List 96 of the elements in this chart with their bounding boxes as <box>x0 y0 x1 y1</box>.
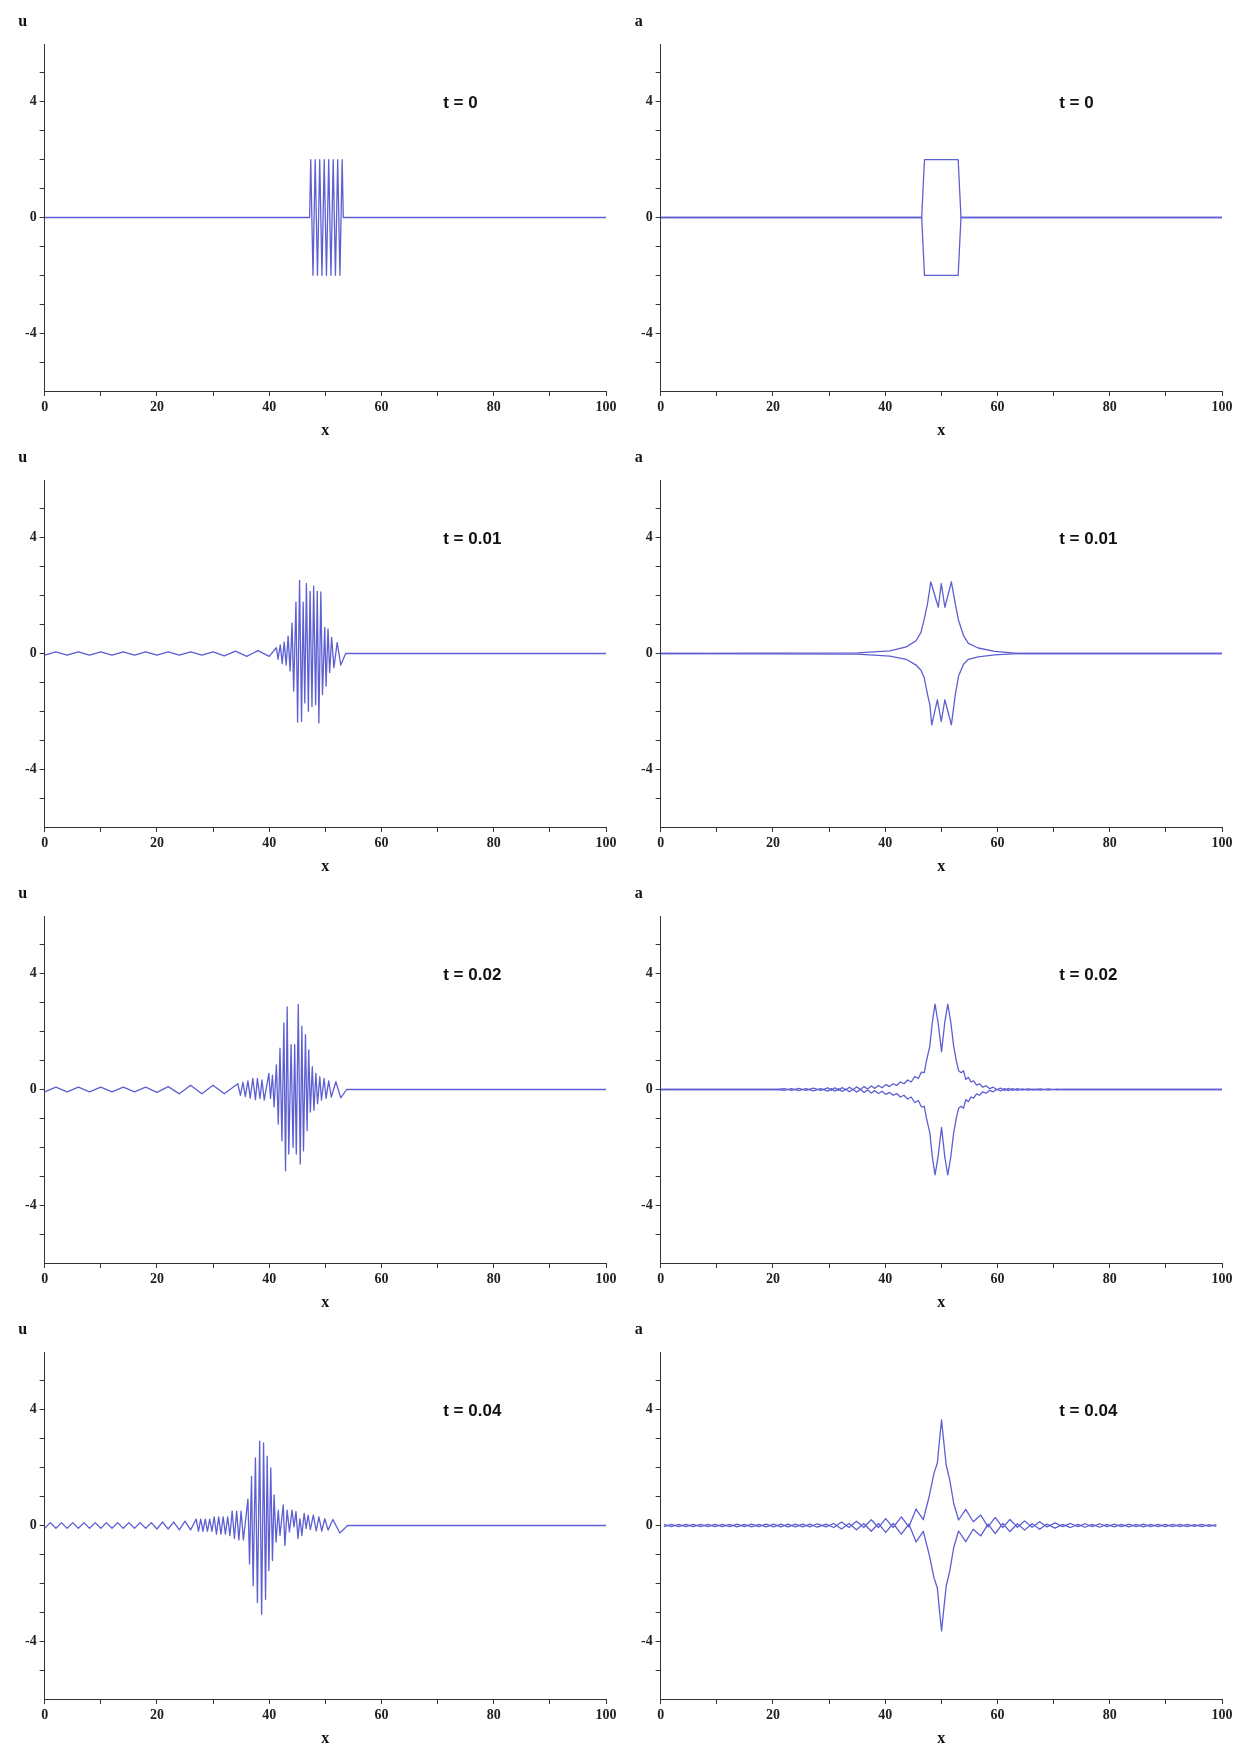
x-axis-title: x <box>937 420 946 438</box>
x-tick-label: 0 <box>41 399 49 415</box>
y-tick-label: 0 <box>29 1517 37 1533</box>
y-tick-label: 0 <box>29 209 37 225</box>
y-tick-label: 4 <box>645 93 653 109</box>
y-tick-label: 0 <box>645 645 653 661</box>
y-tick-label: -4 <box>640 1632 653 1648</box>
annotation: t = 0.01 <box>1059 528 1118 548</box>
x-tick-label: 20 <box>765 1271 780 1287</box>
y-tick-label: -4 <box>24 1196 37 1212</box>
y-tick-label: -4 <box>24 760 37 776</box>
x-axis-title: x <box>321 856 330 874</box>
x-tick-label: 0 <box>41 1707 49 1723</box>
x-tick-label: 100 <box>1211 1271 1233 1287</box>
x-axis-title: x <box>321 1292 330 1310</box>
x-tick-label: 20 <box>765 835 780 851</box>
y-axis-title: u <box>18 884 28 902</box>
x-tick-label: 20 <box>149 399 164 415</box>
y-tick-label: 4 <box>29 93 37 109</box>
y-axis-title: u <box>18 12 28 30</box>
x-tick-label: 40 <box>262 399 277 415</box>
x-tick-label: 40 <box>262 1271 277 1287</box>
y-tick-label: 0 <box>645 1081 653 1097</box>
x-tick-label: 40 <box>878 1707 893 1723</box>
x-tick-label: 0 <box>41 835 49 851</box>
x-tick-label: 80 <box>1102 835 1117 851</box>
x-axis-title: x <box>937 1292 946 1310</box>
y-axis-title: a <box>634 884 643 902</box>
y-tick-label: -4 <box>24 324 37 340</box>
y-tick-label: 4 <box>29 529 37 545</box>
x-tick-label: 40 <box>878 835 893 851</box>
y-tick-label: 4 <box>29 1401 37 1417</box>
x-axis-title: x <box>321 420 330 438</box>
x-tick-label: 60 <box>990 835 1005 851</box>
annotation: t = 0.01 <box>443 528 502 548</box>
annotation: t = 0 <box>1059 92 1094 112</box>
x-axis-title: x <box>321 1728 330 1746</box>
x-tick-label: 100 <box>1211 1707 1233 1723</box>
x-tick-label: 100 <box>595 399 617 415</box>
x-tick-label: 100 <box>595 1707 617 1723</box>
y-tick-label: 0 <box>645 209 653 225</box>
x-tick-label: 80 <box>486 1271 501 1287</box>
x-tick-label: 0 <box>41 1271 49 1287</box>
x-tick-label: 40 <box>262 835 277 851</box>
x-tick-label: 60 <box>374 835 389 851</box>
annotation: t = 0.04 <box>443 1400 502 1420</box>
x-tick-label: 80 <box>1102 399 1117 415</box>
x-tick-label: 20 <box>765 399 780 415</box>
y-tick-label: 0 <box>29 645 37 661</box>
annotation: t = 0.04 <box>1059 1400 1118 1420</box>
y-tick-label: 4 <box>29 965 37 981</box>
x-tick-label: 60 <box>374 1271 389 1287</box>
annotation: t = 0.02 <box>1059 964 1118 984</box>
y-axis-title: u <box>18 1320 28 1338</box>
y-axis-title: a <box>634 448 643 466</box>
x-tick-label: 80 <box>1102 1707 1117 1723</box>
y-axis-title: u <box>18 448 28 466</box>
x-tick-label: 0 <box>657 399 665 415</box>
y-tick-label: 4 <box>645 1401 653 1417</box>
x-tick-label: 40 <box>878 1271 893 1287</box>
x-tick-label: 40 <box>262 1707 277 1723</box>
x-tick-label: 60 <box>374 1707 389 1723</box>
y-tick-label: -4 <box>640 324 653 340</box>
y-tick-label: 0 <box>29 1081 37 1097</box>
x-tick-label: 20 <box>149 835 164 851</box>
x-tick-label: 60 <box>990 399 1005 415</box>
x-tick-label: 0 <box>657 835 665 851</box>
x-tick-label: 60 <box>990 1707 1005 1723</box>
x-axis-title: x <box>937 856 946 874</box>
annotation: t = 0.02 <box>443 964 502 984</box>
x-tick-label: 20 <box>765 1707 780 1723</box>
x-tick-label: 80 <box>486 399 501 415</box>
x-tick-label: 80 <box>1102 1271 1117 1287</box>
y-tick-label: 0 <box>645 1517 653 1533</box>
x-tick-label: 60 <box>990 1271 1005 1287</box>
x-tick-label: 100 <box>1211 399 1233 415</box>
y-axis-title: a <box>634 1320 643 1338</box>
y-tick-label: -4 <box>640 1196 653 1212</box>
annotation: t = 0 <box>443 92 478 112</box>
x-tick-label: 20 <box>149 1707 164 1723</box>
x-tick-label: 100 <box>595 835 617 851</box>
x-tick-label: 80 <box>486 835 501 851</box>
y-tick-label: -4 <box>24 1632 37 1648</box>
x-tick-label: 60 <box>374 399 389 415</box>
y-axis-title: a <box>634 12 643 30</box>
x-tick-label: 100 <box>1211 835 1233 851</box>
y-tick-label: 4 <box>645 965 653 981</box>
x-tick-label: 80 <box>486 1707 501 1723</box>
x-tick-label: 0 <box>657 1707 665 1723</box>
x-axis-title: x <box>937 1728 946 1746</box>
y-tick-label: 4 <box>645 529 653 545</box>
y-tick-label: -4 <box>640 760 653 776</box>
x-tick-label: 40 <box>878 399 893 415</box>
x-tick-label: 20 <box>149 1271 164 1287</box>
x-tick-label: 100 <box>595 1271 617 1287</box>
x-tick-label: 0 <box>657 1271 665 1287</box>
